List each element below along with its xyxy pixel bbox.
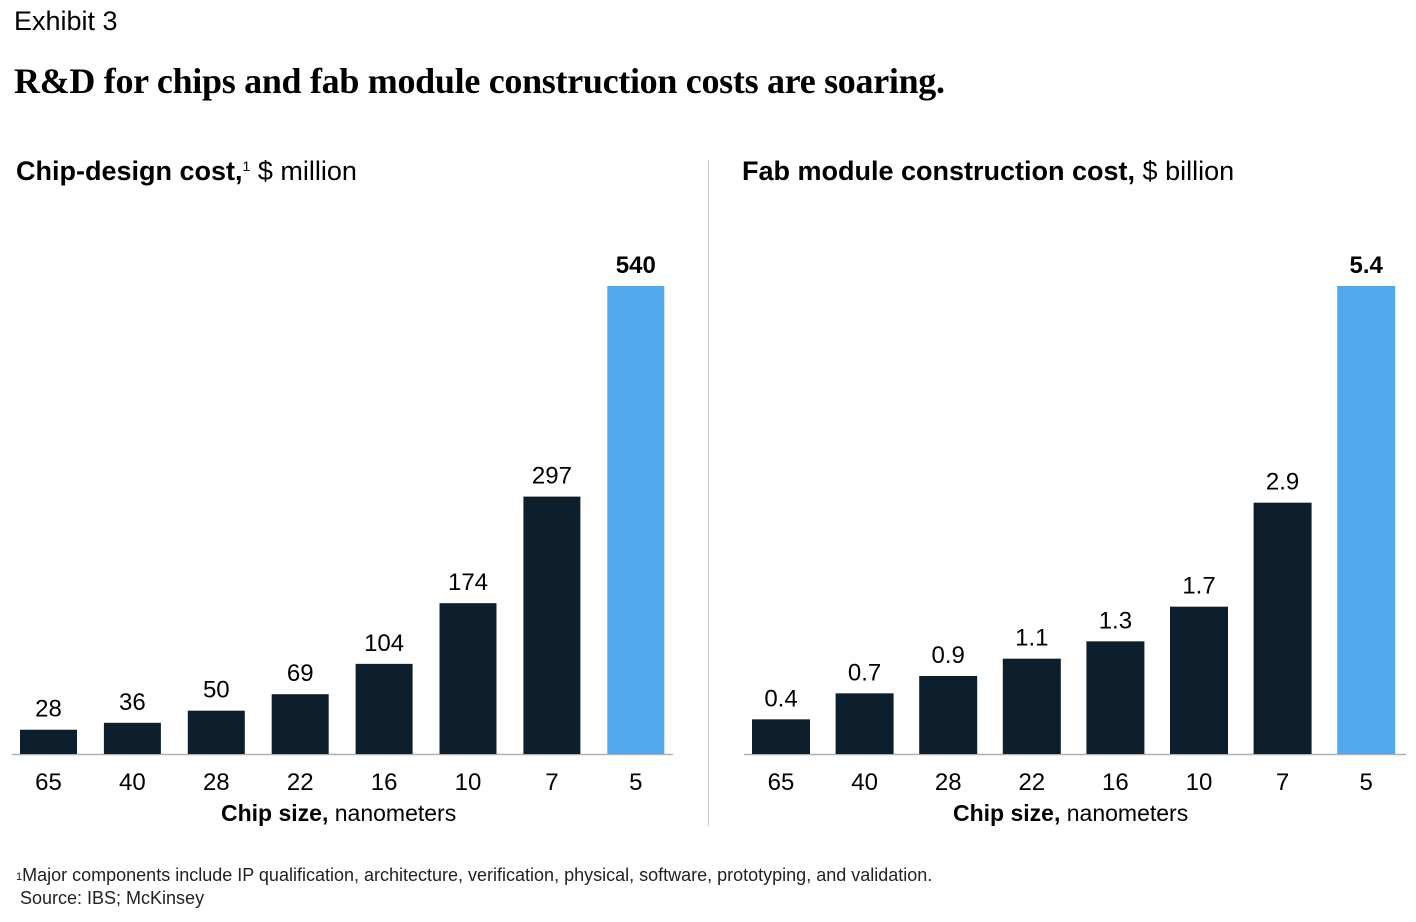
chart-1-tick-label-10: 10 xyxy=(455,769,482,796)
chart-1-value-label-5: 540 xyxy=(616,252,656,279)
chart-2-value-label-40: 0.7 xyxy=(848,659,881,686)
chart-2-tick-label-10: 10 xyxy=(1186,769,1213,796)
chart-1-value-label-16: 104 xyxy=(364,630,404,657)
exhibit-label: Exhibit 3 xyxy=(14,6,118,36)
chart-2-value-label-7: 2.9 xyxy=(1266,469,1299,496)
chart-1-tick-label-65: 65 xyxy=(35,769,62,796)
chart-2-tick-label-22: 22 xyxy=(1018,769,1045,796)
chart-1-bar-7 xyxy=(523,496,581,754)
chart-2-title: Fab module construction cost, $ billion xyxy=(742,156,1234,187)
chart-1-bar-16 xyxy=(355,663,413,754)
footnote-text: Major components include IP qualificatio… xyxy=(22,865,933,885)
chart-2-value-label-16: 1.3 xyxy=(1099,607,1132,634)
chart-1-value-label-28: 50 xyxy=(203,677,230,704)
chart-2-tick-label-28: 28 xyxy=(935,769,962,796)
chart-1-x-axis-label: Chip size, nanometers xyxy=(221,800,456,827)
chart-2-bar-7 xyxy=(1253,502,1312,754)
chart-2-tick-label-16: 16 xyxy=(1102,769,1129,796)
chart-2-bar-22 xyxy=(1002,658,1061,754)
chart-2-bar-28 xyxy=(919,676,978,754)
chart-1-unit: $ million xyxy=(257,156,357,186)
chart-1-bar-28 xyxy=(187,710,245,754)
chart-2-tick-label-7: 7 xyxy=(1276,769,1289,796)
chart-1-tick-label-5: 5 xyxy=(629,769,642,796)
chart-1-title-footnote-marker: 1 xyxy=(242,158,251,174)
chart-1-bar-22 xyxy=(271,694,329,754)
chart-1-value-label-40: 36 xyxy=(119,689,146,716)
chart-2-tick-label-5: 5 xyxy=(1360,769,1373,796)
chart-2-title-bold: Fab module construction cost, xyxy=(742,156,1136,186)
chart-2-unit: $ billion xyxy=(1142,156,1235,186)
chart-1-bar-5 xyxy=(607,286,665,754)
chart-2-bar-16 xyxy=(1086,641,1145,754)
chart-1-value-label-7: 297 xyxy=(532,463,572,490)
chart-1-bar-65 xyxy=(20,729,77,754)
chart-1-value-label-10: 174 xyxy=(448,569,488,596)
chart-2-value-label-28: 0.9 xyxy=(932,642,965,669)
chart-1-bar-10 xyxy=(439,603,497,754)
chart-1-x-axis-label-rest: nanometers xyxy=(334,800,457,826)
chart-2-tick-label-65: 65 xyxy=(768,769,795,796)
chart-2-value-label-10: 1.7 xyxy=(1182,573,1215,600)
headline: R&D for chips and fab module constructio… xyxy=(14,61,945,101)
chart-1-tick-label-16: 16 xyxy=(371,769,398,796)
chart-2-x-axis-label-rest: nanometers xyxy=(1066,800,1189,826)
chart-2-value-label-65: 0.4 xyxy=(764,685,797,712)
chart-1-tick-label-7: 7 xyxy=(545,769,558,796)
chart-1-value-label-65: 28 xyxy=(35,696,62,723)
footnote: 1Major components include IP qualificati… xyxy=(16,864,932,910)
chart-1-tick-label-40: 40 xyxy=(119,769,146,796)
chart-2-bar-5 xyxy=(1337,286,1396,754)
chart-1-bar-40 xyxy=(103,722,161,754)
chart-2-tick-label-40: 40 xyxy=(851,769,878,796)
chart-2-value-label-5: 5.4 xyxy=(1350,252,1384,279)
chart-2-value-label-22: 1.1 xyxy=(1015,625,1048,652)
chart-2-bar-65 xyxy=(752,719,810,754)
source-line: Source: IBS; McKinsey xyxy=(20,888,205,908)
chart-1-tick-label-22: 22 xyxy=(287,769,314,796)
chart-2-x-axis-label-bold: Chip size, xyxy=(953,800,1061,826)
chart-1-title-bold: Chip-design cost, xyxy=(16,156,243,186)
fab-construction-cost-chart: 0.4 65 0.7 40 0.9 28 1.1 22 1.3 16 1.7 10 2.9 7 5.4 5 xyxy=(744,252,1406,796)
chart-1-x-axis-label-bold: Chip size, xyxy=(221,800,329,826)
chart-divider xyxy=(708,160,709,826)
chart-2-x-axis-label: Chip size, nanometers xyxy=(953,800,1188,827)
footnote-text-line: 1Major components include IP qualificati… xyxy=(16,864,932,887)
chip-design-cost-chart: 28 65 36 40 50 28 69 22 104 16 174 10 297 7 540 5 xyxy=(12,252,673,796)
chart-1-value-label-22: 69 xyxy=(287,660,314,687)
chart-1-tick-label-28: 28 xyxy=(203,769,230,796)
chart-2-bar-10 xyxy=(1170,606,1228,754)
chart-2-bar-40 xyxy=(835,693,894,754)
chart-1-title: Chip-design cost,1 $ million xyxy=(16,156,357,187)
footnote-marker: 1 xyxy=(16,871,23,883)
